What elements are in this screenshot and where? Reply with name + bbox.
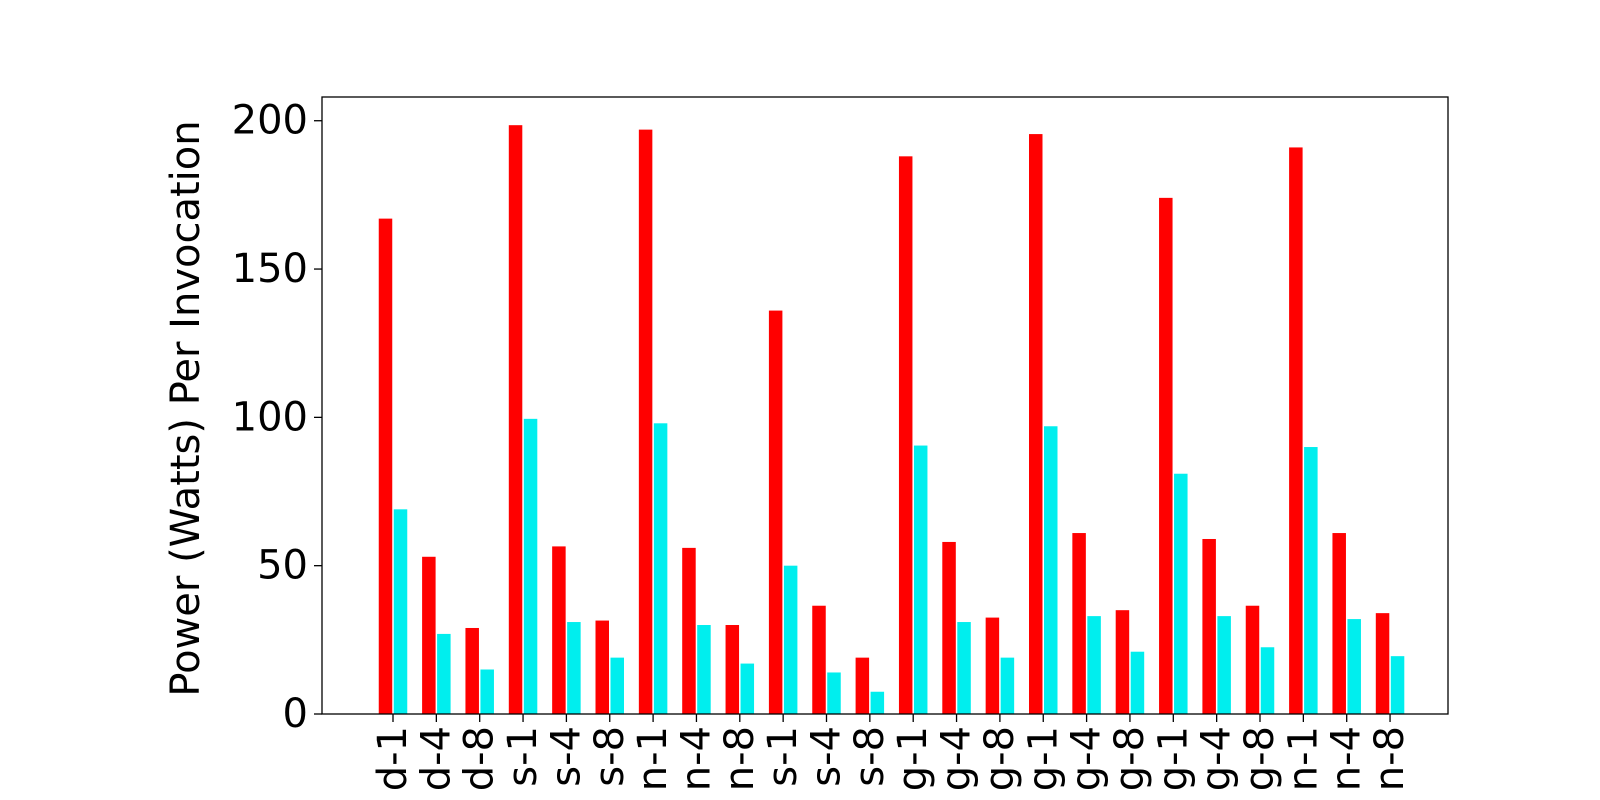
bar-s-4-series2 — [827, 672, 841, 714]
bar-s-8-series1 — [595, 620, 609, 714]
bar-n-4-series2 — [697, 625, 711, 714]
bar-g-4-series2 — [1217, 616, 1231, 714]
x-tick-label: n-1 — [1280, 726, 1326, 791]
x-tick-label: d-8 — [457, 726, 503, 791]
x-tick-label: s-1 — [760, 726, 806, 787]
x-tick-label: g-8 — [977, 726, 1023, 791]
bar-n-8-series1 — [1375, 613, 1390, 714]
y-axis-ticks: 0 50 100 150 200 — [232, 98, 322, 737]
x-tick-label: g-8 — [1237, 726, 1283, 791]
bar-g-4-series1 — [942, 541, 956, 714]
bar-n-4-series2 — [1347, 619, 1361, 714]
y-tick-label: 0 — [283, 691, 308, 737]
bar-g-1-series1 — [1159, 197, 1173, 715]
bar-g-8-series2 — [1260, 647, 1275, 714]
bars-group — [378, 125, 1405, 715]
bar-s-1-series2 — [783, 565, 798, 714]
x-tick-label: g-8 — [1107, 726, 1153, 791]
bar-g-8-series1 — [1115, 610, 1130, 714]
bar-n-8-series2 — [1390, 656, 1405, 714]
bar-d-4-series2 — [437, 633, 451, 714]
bar-g-1-series2 — [1174, 473, 1188, 714]
bar-g-1-series1 — [1029, 134, 1043, 714]
x-tick-label: g-1 — [890, 726, 936, 791]
bar-n-1-series2 — [1304, 447, 1318, 714]
y-axis-label: Power (Watts) Per Invocation — [163, 120, 209, 696]
x-tick-label: g-1 — [1150, 726, 1196, 791]
plot-frame — [321, 96, 1449, 715]
x-tick-label: g-4 — [1064, 726, 1110, 791]
bar-n-4-series1 — [682, 547, 696, 714]
x-tick-label: g-4 — [934, 726, 980, 791]
y-tick-label: 200 — [232, 98, 308, 144]
x-tick-label: g-4 — [1194, 726, 1240, 791]
bar-d-8-series2 — [480, 669, 494, 714]
bar-s-8-series2 — [870, 691, 885, 714]
bar-n-8-series2 — [740, 663, 755, 714]
x-tick-label: s-1 — [500, 726, 546, 787]
y-tick-label: 100 — [232, 394, 308, 440]
bar-s-4-series1 — [812, 605, 826, 714]
x-tick-label: d-4 — [413, 726, 459, 791]
bar-n-1-series1 — [1289, 147, 1303, 714]
x-tick-label: g-1 — [1020, 726, 1066, 791]
bar-g-4-series2 — [957, 622, 971, 714]
bar-s-1-series1 — [768, 310, 783, 714]
x-tick-label: n-4 — [673, 726, 719, 791]
x-axis-ticks: d-1d-4d-8s-1s-4s-8n-1n-4n-8s-1s-4s-8g-1g… — [370, 714, 1413, 791]
bar-n-1-series1 — [638, 129, 653, 714]
y-tick-label: 50 — [257, 543, 308, 589]
x-tick-label: d-1 — [370, 726, 416, 791]
bar-n-8-series1 — [725, 625, 740, 714]
bar-s-1-series1 — [508, 125, 523, 715]
bar-g-4-series2 — [1087, 616, 1101, 714]
bar-s-8-series1 — [855, 657, 870, 714]
bar-g-1-series2 — [913, 445, 928, 714]
x-tick-label: s-8 — [847, 726, 893, 787]
x-tick-label: n-8 — [717, 726, 763, 791]
bar-d-8-series1 — [465, 627, 479, 714]
bar-g-8-series1 — [1245, 605, 1260, 714]
bar-d-1-series1 — [378, 218, 393, 714]
x-tick-label: s-8 — [587, 726, 633, 787]
bar-g-8-series2 — [1000, 657, 1015, 714]
bar-n-1-series2 — [653, 423, 668, 714]
x-tick-label: n-8 — [1367, 726, 1413, 791]
x-tick-label: s-4 — [804, 726, 850, 787]
y-tick-label: 150 — [232, 246, 308, 292]
bar-n-4-series1 — [1332, 533, 1346, 714]
bar-g-8-series1 — [985, 617, 1000, 714]
bar-s-4-series2 — [567, 622, 581, 714]
bar-g-1-series2 — [1044, 426, 1058, 714]
bar-g-8-series2 — [1130, 651, 1145, 714]
x-tick-label: n-4 — [1324, 726, 1370, 791]
bar-s-1-series2 — [523, 418, 538, 714]
bar-s-8-series2 — [610, 657, 624, 714]
x-tick-label: n-1 — [630, 726, 676, 791]
x-tick-label: s-4 — [543, 726, 589, 787]
bar-s-4-series1 — [552, 546, 566, 714]
bar-d-4-series1 — [422, 556, 436, 714]
bar-g-4-series1 — [1072, 533, 1086, 714]
bar-g-1-series1 — [898, 156, 913, 714]
bar-g-4-series1 — [1202, 538, 1216, 714]
bar-d-1-series2 — [393, 509, 408, 714]
